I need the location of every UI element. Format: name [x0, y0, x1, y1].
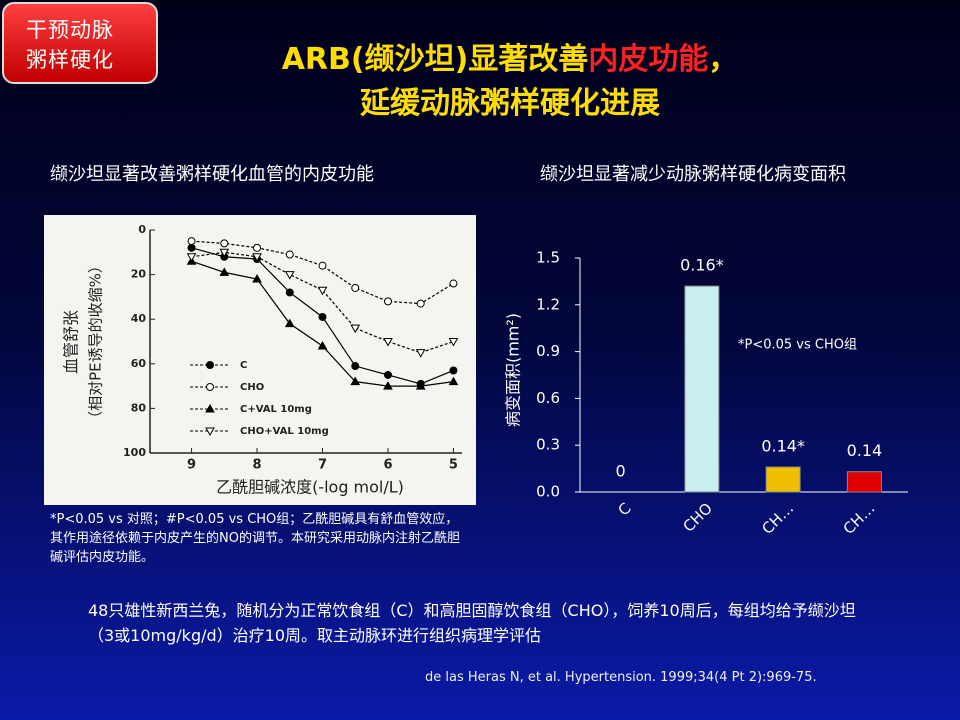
legend-marker: [206, 361, 214, 369]
bar: [846, 471, 882, 493]
left-note: *P<0.05 vs 对照；#P<0.05 vs CHO组；乙酰胆碱具有舒血管效…: [50, 512, 460, 565]
annotation: 0.14*: [761, 437, 805, 456]
marker: [415, 349, 426, 358]
x-tick-label: 5: [449, 458, 458, 473]
marker: [284, 318, 295, 328]
x-tick-label: C: [614, 499, 634, 519]
marker: [317, 286, 328, 296]
x-axis-label: 乙酰胆碱浓度(-log mol/L): [216, 478, 404, 497]
marker: [383, 370, 392, 379]
y-tick-label: 0.0: [536, 483, 560, 501]
title-part: ARB(缬沙坦)显著改善: [281, 42, 589, 77]
bar: [684, 285, 720, 493]
legend-label: CHO: [240, 382, 264, 393]
y-axis-label: （相对PE诱导的收缩%）: [87, 258, 105, 426]
marker: [351, 283, 360, 292]
marker: [350, 324, 361, 334]
citation: de las Heras N, et al. Hypertension. 199…: [425, 670, 817, 685]
title-highlight: 内皮功能: [588, 42, 709, 77]
chart-panel: [44, 215, 476, 505]
title: ARB(缬沙坦)显著改善内皮功能， 延缓动脉粥样硬化进展: [160, 38, 860, 126]
marker: [284, 271, 295, 280]
legend-marker: [205, 427, 215, 437]
x-tick-label: CH…: [840, 499, 879, 538]
marker: [187, 243, 196, 252]
marker: [448, 376, 459, 386]
annotation: 0.16*: [680, 256, 724, 275]
x-tick-label: 6: [383, 458, 392, 473]
marker: [219, 248, 230, 258]
marker: [350, 376, 361, 386]
legend-marker: [205, 403, 215, 413]
marker: [351, 362, 360, 371]
x-tick-label: CHO: [679, 499, 715, 535]
x-tick-label: CH…: [758, 499, 797, 538]
y-tick-label: 60: [131, 357, 147, 370]
y-tick-label: 0.3: [536, 436, 560, 454]
annotation: 0: [616, 462, 626, 481]
legend-label: CHO+VAL 10mg: [240, 426, 329, 437]
bar: [765, 466, 801, 493]
y-tick-label: 1.2: [536, 295, 560, 313]
marker: [187, 237, 196, 246]
marker: [285, 250, 294, 259]
legend-marker: [206, 383, 214, 391]
y-axis-label: 血管舒张: [62, 310, 81, 374]
y-tick-label: 80: [131, 401, 147, 414]
marker: [318, 312, 327, 321]
x-tick-label: 8: [253, 458, 262, 473]
marker: [449, 366, 458, 375]
marker: [383, 381, 393, 390]
marker: [448, 338, 459, 347]
marker: [317, 340, 328, 350]
y-tick-label: 1.5: [536, 249, 560, 267]
title-line2: 延缓动脉粥样硬化进展: [360, 86, 660, 121]
body-text: 48只雄性新西兰兔，随机分为正常饮食组（C）和高胆固醇饮食组（CHO），饲养10…: [88, 601, 856, 645]
marker: [383, 297, 392, 306]
y-tick-label: 0.6: [536, 389, 560, 407]
marker: [383, 338, 393, 347]
marker: [416, 299, 425, 308]
marker: [285, 288, 294, 297]
marker: [220, 239, 229, 248]
x-tick-label: 7: [318, 458, 327, 473]
legend-label: C+VAL 10mg: [240, 404, 312, 415]
y-tick-label: 40: [131, 312, 147, 325]
marker: [219, 267, 230, 276]
title-part: ，: [708, 42, 739, 77]
legend-label: C: [240, 360, 247, 371]
marker: [415, 381, 426, 390]
annotation: 0.14: [847, 441, 883, 460]
y-tick-label: 0.9: [536, 342, 560, 360]
right-heading: 缬沙坦显著减少动脉粥样硬化病变面积: [540, 164, 846, 185]
y-axis-label: 病变面积(mm²): [504, 313, 523, 427]
y-tick-label: 0: [138, 223, 146, 236]
marker: [253, 243, 262, 252]
badge: 干预动脉粥样硬化: [2, 2, 158, 84]
y-tick-label: 20: [131, 268, 147, 281]
marker: [252, 253, 262, 262]
marker: [186, 253, 197, 262]
note: *P<0.05 vs CHO组: [738, 338, 857, 353]
marker: [449, 279, 458, 288]
marker: [252, 274, 262, 283]
x-tick-label: 9: [187, 458, 196, 473]
left-heading: 缬沙坦显著改善粥样硬化血管的内皮功能: [50, 164, 374, 185]
y-tick-label: 100: [123, 446, 146, 459]
marker: [318, 261, 327, 270]
series-line: [191, 240, 454, 305]
